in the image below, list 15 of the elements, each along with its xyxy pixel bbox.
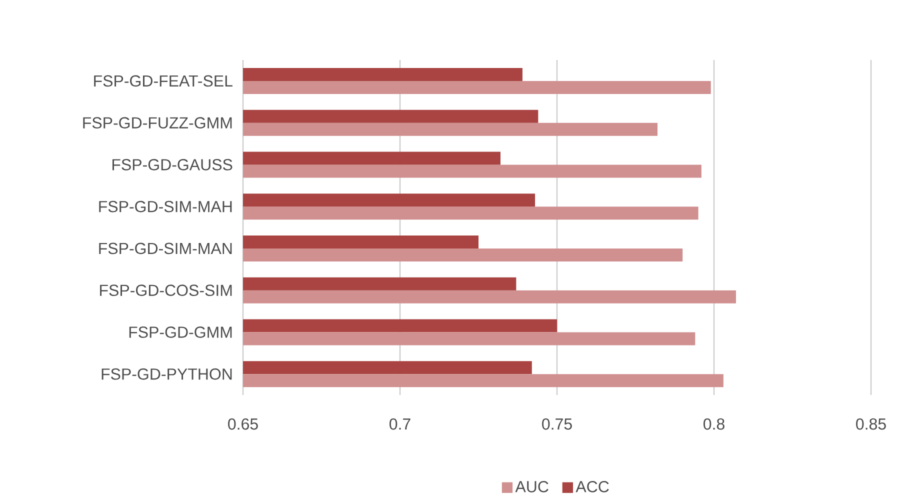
- x-tick-label: 0.7: [390, 418, 410, 430]
- legend-label: ACC: [576, 481, 609, 492]
- y-tick-label: FSP-GD-SIM-MAN: [99, 242, 232, 254]
- y-tick-label: FSP-GD-FUZZ-GMM: [83, 117, 232, 128]
- x-tick-label: 0.75: [542, 418, 572, 430]
- y-tick-label: FSP-GD-COS-SIM: [100, 284, 232, 296]
- y-tick-label: FSP-GD-FEAT-SEL: [94, 75, 232, 87]
- x-tick-label: 0.8: [704, 418, 724, 430]
- x-tick-label: 0.85: [856, 418, 886, 430]
- y-tick-label: FSP-GD-PYTHON: [102, 368, 232, 380]
- x-tick-label: 0.65: [228, 418, 258, 430]
- legend-label: AUC: [515, 481, 548, 492]
- y-tick-label: FSP-GD-SIM-MAH: [99, 200, 232, 212]
- y-tick-label: FSP-GD-GMM: [129, 326, 232, 338]
- y-tick-label: FSP-GD-GAUSS: [112, 159, 232, 170]
